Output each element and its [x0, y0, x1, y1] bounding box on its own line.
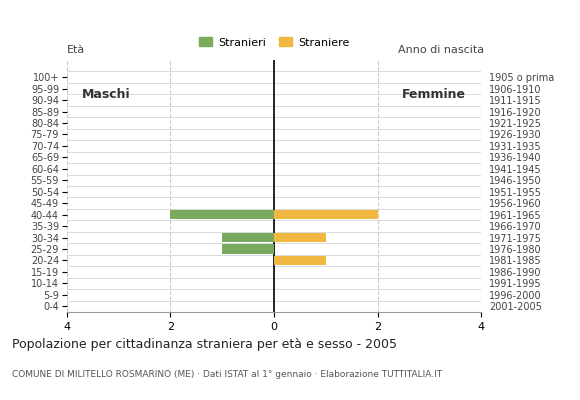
Legend: Stranieri, Straniere: Stranieri, Straniere [194, 33, 354, 52]
Text: Popolazione per cittadinanza straniera per età e sesso - 2005: Popolazione per cittadinanza straniera p… [12, 338, 397, 351]
Text: Età: Età [67, 45, 85, 55]
Text: Maschi: Maschi [82, 88, 131, 101]
Text: COMUNE DI MILITELLO ROSMARINO (ME) · Dati ISTAT al 1° gennaio · Elaborazione TUT: COMUNE DI MILITELLO ROSMARINO (ME) · Dat… [12, 370, 442, 379]
Text: Anno di nascita: Anno di nascita [398, 45, 484, 55]
Bar [222, 233, 274, 242]
Bar [171, 210, 274, 219]
Bar [274, 210, 378, 219]
Text: Femmine: Femmine [402, 88, 466, 101]
Bar [222, 244, 274, 254]
Bar [274, 256, 326, 265]
Bar [274, 233, 326, 242]
